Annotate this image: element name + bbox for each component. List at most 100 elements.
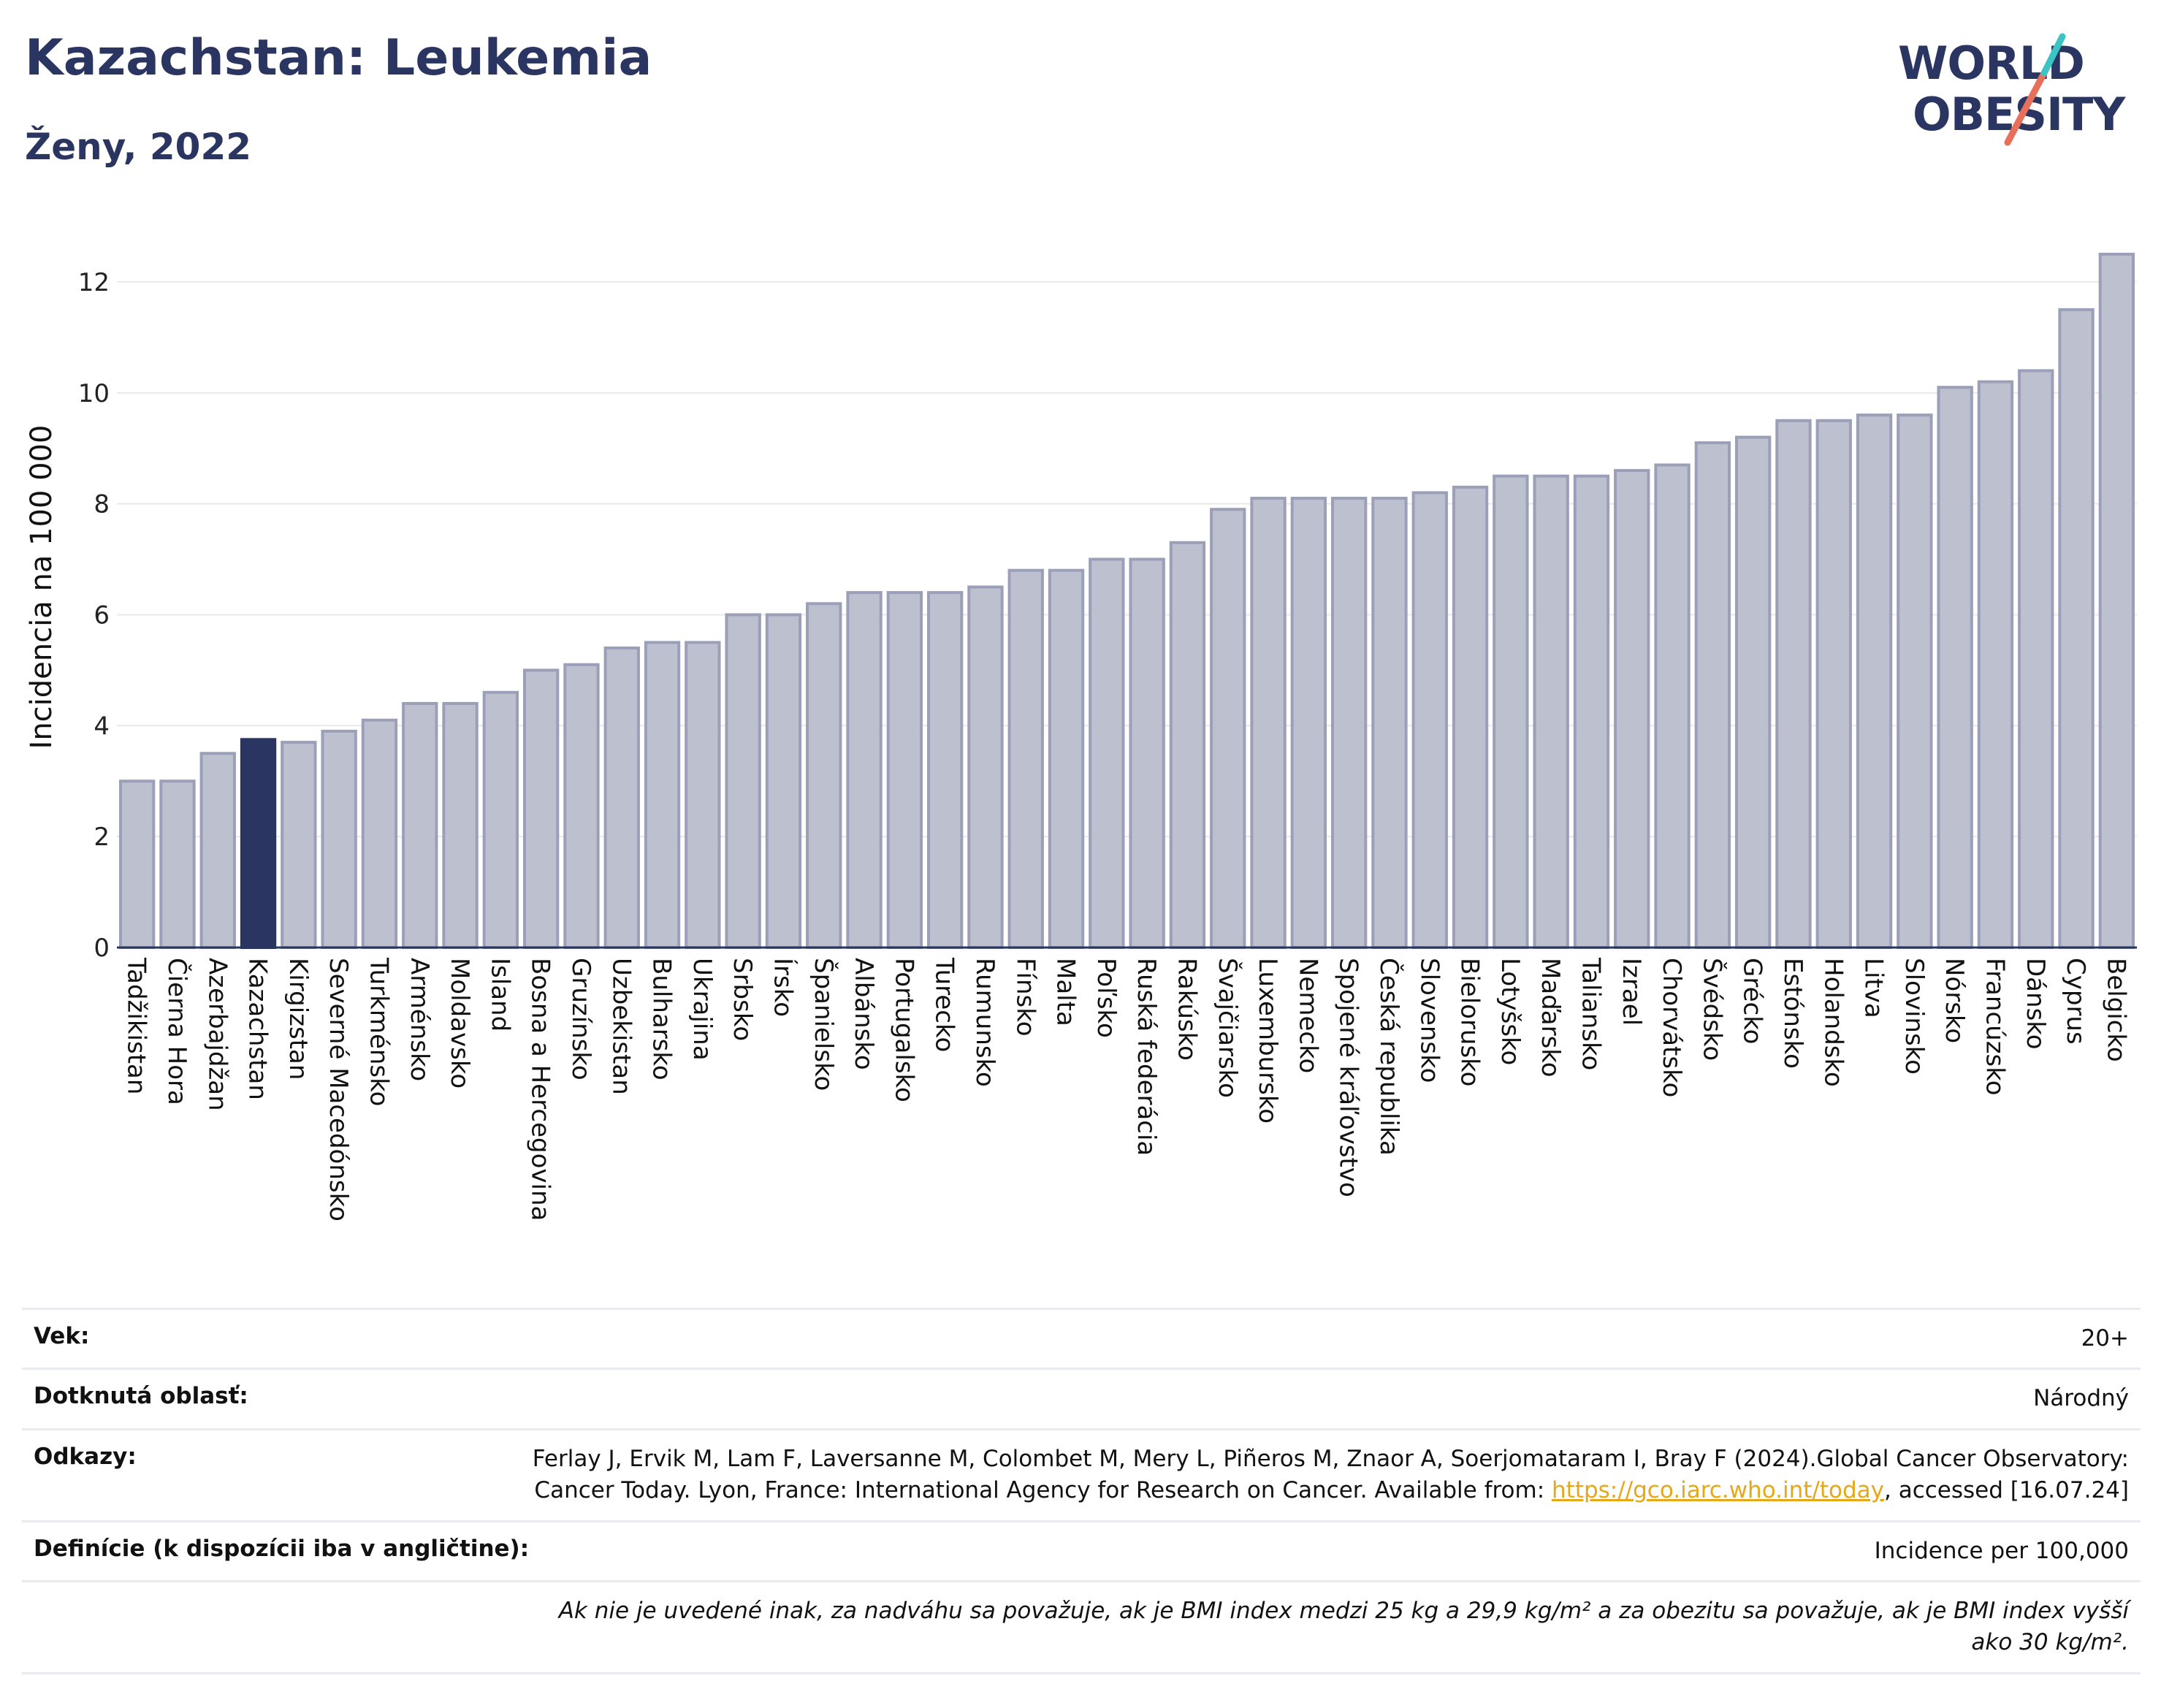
bar-chart: 0 2 4 6 8 10 12 Incidencia na 100 000 Tadžikista… [25,252,2137,1221]
x-tick-label: Nórsko [1940,958,1969,1043]
x-tick-label: Tadžikistan [122,957,151,1094]
x-tick-label: Turecko [930,957,959,1052]
x-tick-label: Turkménsko [364,957,393,1106]
bar [1734,435,1772,949]
bar [846,591,883,949]
x-tick-label: Spojené kráľovstvo [1334,958,1363,1197]
chart-subtitle: Ženy, 2022 [25,126,252,168]
y-tick-label: 4 [94,712,110,741]
bar [1815,419,1852,949]
x-tick-label: Česká republika [1374,958,1404,1156]
x-tick-label: Gruzínsko [566,958,595,1080]
area-value: Národný [2033,1385,2129,1412]
bar [199,752,236,949]
bar [1654,463,1691,949]
x-tick-label: Malta [1051,958,1080,1026]
bar [685,641,721,950]
x-tick-label: Luxembursko [1253,958,1282,1124]
x-tick-label: Litva [1859,958,1889,1018]
x-tick-label: Kirgizstan [283,958,313,1080]
bar [1048,568,1085,949]
bar [118,779,156,949]
logo-slash-icon [2004,33,2066,146]
y-tick-label: 12 [78,268,110,297]
references-link[interactable]: https://gco.iarc.who.int/today [1552,1477,1884,1504]
bar [1694,441,1731,950]
age-label: Vek: [34,1323,90,1349]
y-tick-label: 0 [94,934,110,963]
bar [603,647,640,949]
bar [522,668,560,950]
bar [967,585,1004,949]
bar [482,690,519,949]
bar [2058,308,2095,949]
bar [1573,474,1610,949]
references-tail: , accessed [16.07.24] [1883,1477,2129,1504]
x-tick-label: Maďarsko [1536,958,1565,1078]
x-tick-label: Slovinsko [1899,958,1929,1075]
bar [442,701,479,949]
world-obesity-logo: WORLD OBESITY [1898,22,2139,153]
x-tick-label: Srbsko [728,958,757,1041]
bar [2098,252,2135,949]
x-tick-label: Izrael [1617,958,1646,1026]
bar [1210,508,1246,949]
info-row-area: Dotknutá oblasť: Národný [22,1368,2141,1427]
bar [159,779,196,949]
bar [1290,497,1327,949]
info-row-note: Ak nie je uvedené inak, za nadváhu sa po… [22,1579,2141,1674]
x-tick-label: Slovensko [1414,958,1444,1083]
references-value: Ferlay J, Ervik M, Lam F, Laversanne M, … [522,1444,2129,1507]
x-tick-label: Rumunsko [970,958,999,1087]
x-tick-label: Nemecko [1293,958,1322,1073]
bar [402,701,438,949]
bar [1250,497,1287,949]
bar [563,663,600,949]
x-tick-label: Chorvátsko [1657,958,1686,1097]
bar [1977,380,2014,950]
info-row-age: Vek: 20+ [22,1308,2141,1368]
bar [1775,419,1812,949]
bar [1330,497,1368,949]
bar [240,738,277,949]
x-tick-label: Albánsko [849,958,878,1070]
bar [1007,568,1044,949]
x-tick-label: Fínsko [1010,958,1040,1037]
x-tick-label: Lotyšsko [1495,958,1525,1065]
x-tick-label: Portugalsko [889,958,918,1102]
x-tick-label: Taliansko [1576,957,1605,1070]
definitions-value: Incidence per 100,000 [1874,1537,2129,1564]
x-tick-label: Moldavsko [445,958,474,1089]
x-tick-label: Francúzsko [1980,958,2009,1096]
bar [1493,474,1529,949]
x-tick-label: Estónsko [1778,958,1807,1069]
bar [644,641,681,950]
area-label: Dotknutá oblasť: [34,1383,248,1410]
bar [1089,557,1125,949]
info-table: Vek: 20+ Dotknutá oblasť: Národný Odkazy… [22,1308,2141,1674]
logo-line-1: WORLD [1898,37,2085,90]
bar [806,602,842,949]
x-tick-label: Belgicko [2101,958,2130,1062]
bmi-note: Ak nie je uvedené inak, za nadváhu sa po… [558,1597,2129,1656]
bar [361,718,398,949]
references-label: Odkazy: [34,1443,137,1470]
x-tick-label: Dánsko [2021,958,2050,1050]
definitions-label: Definície (k dispozícii iba v angličtine… [34,1535,530,1562]
x-tick-label: Azerbajdžan [202,958,232,1111]
x-tick-label: Bielorusko [1455,958,1485,1086]
x-tick-label: Ruská federácia [1132,958,1161,1156]
x-tick-label: Kazachstan [243,958,272,1100]
bar [1937,386,1973,949]
bar [1452,485,1489,950]
bar [1169,541,1206,949]
x-tick-label: Švajčiarsko [1213,958,1243,1098]
bar [321,729,357,950]
x-tick-label: Cyprus [2061,958,2090,1045]
y-tick-label: 8 [94,490,110,519]
x-tick-label: Rakúsko [1172,958,1201,1061]
bar [1856,413,1893,949]
x-tick-label: Poľsko [1091,958,1121,1038]
info-row-references: Odkazy: Ferlay J, Ervik M, Lam F, Lavers… [22,1427,2141,1520]
bar [1411,491,1448,949]
